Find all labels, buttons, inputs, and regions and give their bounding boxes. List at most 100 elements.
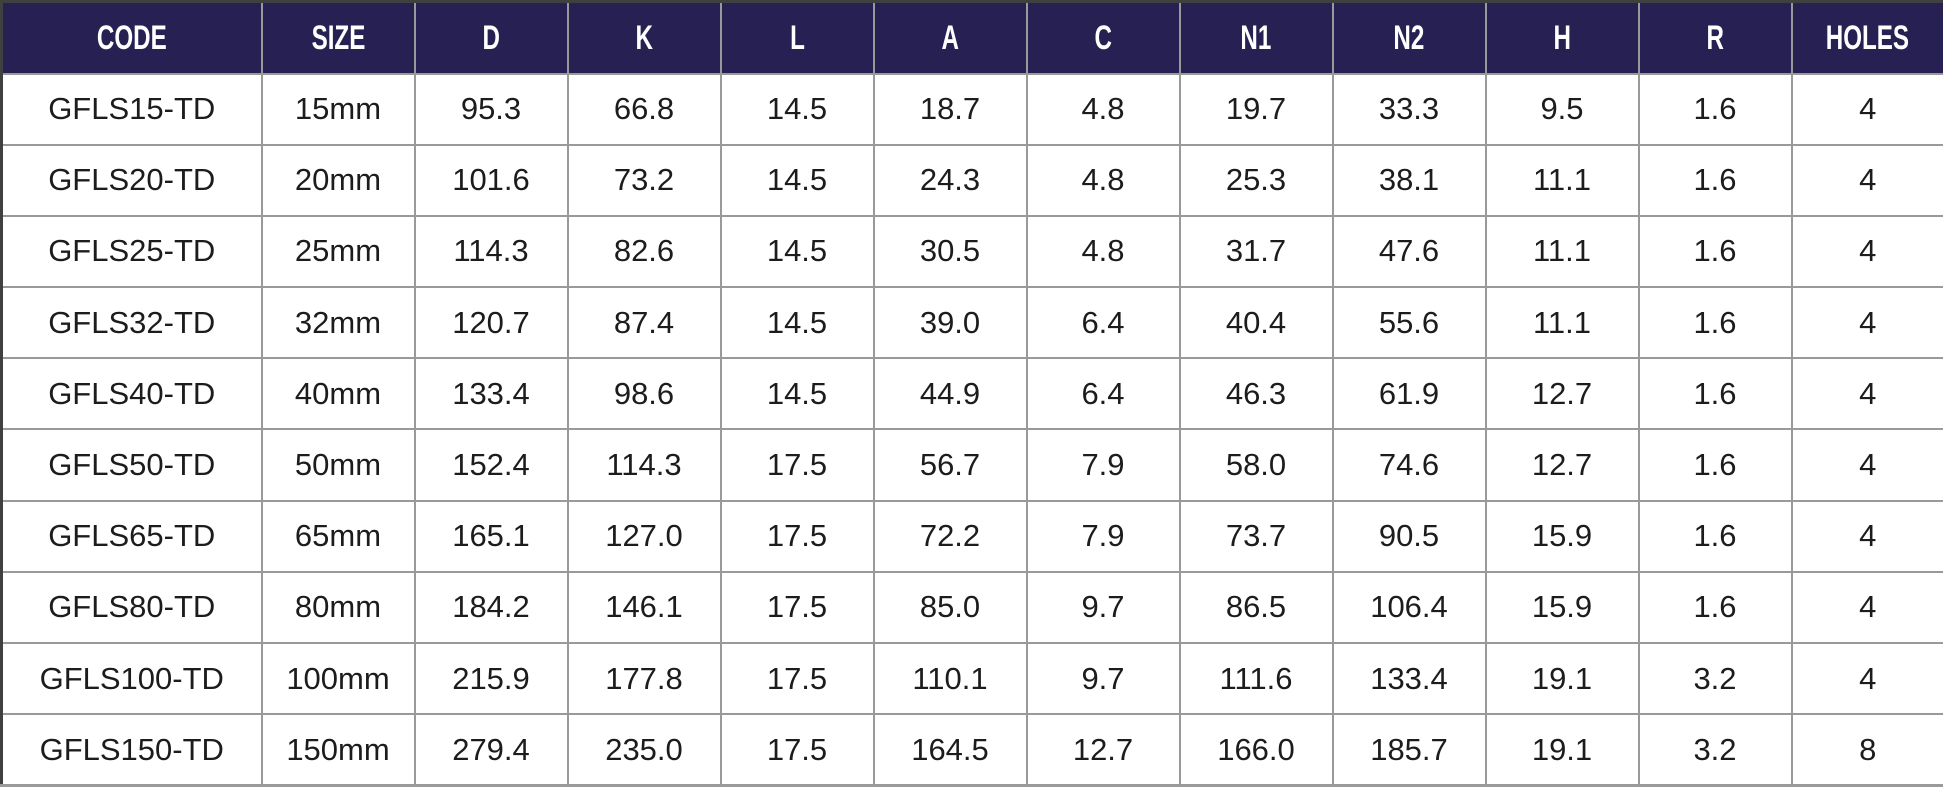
- cell-holes: 4: [1790, 357, 1943, 431]
- cell-k: 127.0: [566, 499, 722, 573]
- cell-c: 4.8: [1025, 143, 1181, 217]
- cell-size: 25mm: [260, 214, 416, 289]
- column-header-c: C: [1025, 0, 1181, 75]
- cell-size: 32mm: [260, 286, 416, 360]
- cell-r: 1.6: [1637, 357, 1793, 431]
- cell-r: 1.6: [1637, 428, 1793, 502]
- cell-l: 14.5: [719, 214, 875, 289]
- cell-n1: 111.6: [1178, 641, 1334, 716]
- cell-l: 17.5: [719, 641, 875, 716]
- cell-r: 3.2: [1637, 641, 1793, 716]
- column-header-label: H: [1553, 17, 1571, 57]
- cell-d: 152.4: [413, 428, 569, 502]
- cell-h: 11.1: [1484, 286, 1640, 360]
- cell-a: 110.1: [872, 641, 1028, 716]
- cell-c: 9.7: [1025, 570, 1181, 645]
- cell-k: 177.8: [566, 641, 722, 716]
- cell-k: 73.2: [566, 143, 722, 217]
- column-header-n1: N1: [1178, 0, 1334, 75]
- cell-r: 1.6: [1637, 286, 1793, 360]
- cell-d: 95.3: [413, 72, 569, 146]
- column-header-label: C: [1094, 17, 1112, 57]
- cell-a: 44.9: [872, 357, 1028, 431]
- cell-holes: 4: [1790, 143, 1943, 217]
- table-row: GFLS32-TD 32mm 120.7 87.4 14.5 39.0 6.4 40.4 55.…: [0, 286, 1943, 360]
- cell-d: 101.6: [413, 143, 569, 217]
- table-row: GFLS150-TD 150mm 279.4 235.0 17.5 164.5 12.7 16…: [0, 713, 1943, 787]
- cell-k: 235.0: [566, 713, 722, 787]
- cell-d: 184.2: [413, 570, 569, 645]
- cell-n2: 61.9: [1331, 357, 1487, 431]
- cell-d: 279.4: [413, 713, 569, 787]
- cell-n2: 133.4: [1331, 641, 1487, 716]
- cell-code: GFLS50-TD: [0, 428, 263, 502]
- cell-n2: 33.3: [1331, 72, 1487, 146]
- cell-n1: 19.7: [1178, 72, 1334, 146]
- cell-a: 24.3: [872, 143, 1028, 217]
- column-header-label: A: [941, 17, 959, 57]
- cell-code: GFLS15-TD: [0, 72, 263, 146]
- cell-r: 1.6: [1637, 214, 1793, 289]
- cell-size: 40mm: [260, 357, 416, 431]
- cell-n1: 40.4: [1178, 286, 1334, 360]
- cell-holes: 4: [1790, 428, 1943, 502]
- column-header-l: L: [719, 0, 875, 75]
- cell-a: 164.5: [872, 713, 1028, 787]
- header-row: CODE SIZE D K L A C N1 N2 H R HOLES: [0, 0, 1943, 75]
- table-body: GFLS15-TD 15mm 95.3 66.8 14.5 18.7 4.8 19.7 33.3…: [0, 72, 1943, 787]
- cell-h: 12.7: [1484, 357, 1640, 431]
- cell-n2: 47.6: [1331, 214, 1487, 289]
- table-row: GFLS25-TD 25mm 114.3 82.6 14.5 30.5 4.8 31.7 47.…: [0, 214, 1943, 289]
- cell-n1: 86.5: [1178, 570, 1334, 645]
- column-header-label: N1: [1240, 17, 1272, 57]
- cell-l: 14.5: [719, 286, 875, 360]
- cell-c: 4.8: [1025, 214, 1181, 289]
- cell-c: 12.7: [1025, 713, 1181, 787]
- cell-code: GFLS32-TD: [0, 286, 263, 360]
- cell-holes: 4: [1790, 286, 1943, 360]
- cell-n1: 58.0: [1178, 428, 1334, 502]
- cell-l: 17.5: [719, 499, 875, 573]
- cell-l: 14.5: [719, 72, 875, 146]
- table-head: CODE SIZE D K L A C N1 N2 H R HOLES: [0, 0, 1943, 75]
- cell-r: 1.6: [1637, 143, 1793, 217]
- cell-k: 66.8: [566, 72, 722, 146]
- cell-size: 65mm: [260, 499, 416, 573]
- cell-d: 114.3: [413, 214, 569, 289]
- column-header-label: CODE: [96, 17, 167, 57]
- cell-holes: 8: [1790, 713, 1943, 787]
- cell-code: GFLS100-TD: [0, 641, 263, 716]
- cell-size: 15mm: [260, 72, 416, 146]
- cell-d: 215.9: [413, 641, 569, 716]
- cell-size: 100mm: [260, 641, 416, 716]
- column-header-k: K: [566, 0, 722, 75]
- table-row: GFLS20-TD 20mm 101.6 73.2 14.5 24.3 4.8 25.3 38.…: [0, 143, 1943, 217]
- cell-code: GFLS40-TD: [0, 357, 263, 431]
- column-header-label: D: [482, 17, 500, 57]
- cell-size: 50mm: [260, 428, 416, 502]
- cell-code: GFLS80-TD: [0, 570, 263, 645]
- column-header-size: SIZE: [260, 0, 416, 75]
- cell-h: 15.9: [1484, 570, 1640, 645]
- column-header-a: A: [872, 0, 1028, 75]
- cell-k: 87.4: [566, 286, 722, 360]
- cell-h: 12.7: [1484, 428, 1640, 502]
- cell-d: 120.7: [413, 286, 569, 360]
- cell-d: 165.1: [413, 499, 569, 573]
- cell-n1: 166.0: [1178, 713, 1334, 787]
- cell-r: 1.6: [1637, 499, 1793, 573]
- cell-a: 85.0: [872, 570, 1028, 645]
- cell-a: 72.2: [872, 499, 1028, 573]
- cell-n1: 46.3: [1178, 357, 1334, 431]
- cell-l: 17.5: [719, 570, 875, 645]
- cell-a: 56.7: [872, 428, 1028, 502]
- column-header-n2: N2: [1331, 0, 1487, 75]
- cell-holes: 4: [1790, 570, 1943, 645]
- cell-c: 9.7: [1025, 641, 1181, 716]
- cell-h: 11.1: [1484, 214, 1640, 289]
- cell-a: 30.5: [872, 214, 1028, 289]
- cell-holes: 4: [1790, 499, 1943, 573]
- cell-a: 39.0: [872, 286, 1028, 360]
